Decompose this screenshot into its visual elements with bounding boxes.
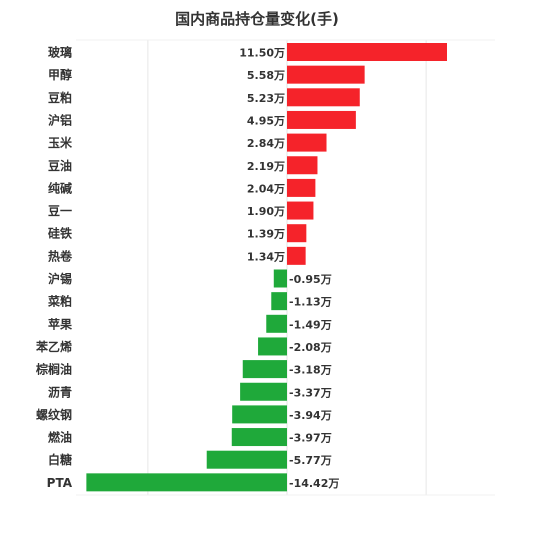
bar-13 <box>258 337 287 356</box>
bar-11 <box>271 292 287 311</box>
category-label-19: PTA <box>47 476 73 490</box>
category-label-5: 豆油 <box>48 158 72 173</box>
value-label-0: 11.50万 <box>239 47 285 60</box>
bar-14 <box>242 360 287 379</box>
category-label-15: 沥青 <box>48 384 72 399</box>
value-label-6: 2.04万 <box>247 182 285 195</box>
chart-title: 国内商品持仓量变化(手) <box>175 10 339 28</box>
value-label-16: -3.94万 <box>289 409 332 422</box>
category-label-11: 菜粕 <box>47 294 72 309</box>
value-label-5: 2.19万 <box>247 160 285 173</box>
category-label-7: 豆一 <box>48 204 72 218</box>
bar-15 <box>240 382 287 401</box>
category-label-1: 甲醇 <box>48 67 72 82</box>
category-label-4: 玉米 <box>48 135 73 150</box>
bar-3 <box>287 110 356 129</box>
category-label-6: 纯碱 <box>48 180 72 195</box>
bar-0 <box>287 43 447 61</box>
value-label-14: -3.18万 <box>289 364 332 377</box>
category-label-17: 燃油 <box>48 430 72 445</box>
bar-6 <box>287 178 316 197</box>
bar-4 <box>287 133 327 152</box>
value-label-17: -3.97万 <box>289 432 332 445</box>
value-label-7: 1.90万 <box>247 205 285 218</box>
value-label-8: 1.39万 <box>247 228 285 241</box>
value-labels: 11.50万 5.58万 5.23万 4.95万 2.84万 2.19万 2.04万 1.90… <box>239 47 339 490</box>
category-label-18: 白糖 <box>48 452 72 467</box>
category-label-3: 沪铝 <box>48 112 72 127</box>
category-label-2: 豆粕 <box>48 90 72 105</box>
bar-16 <box>232 405 287 424</box>
value-label-13: -2.08万 <box>289 341 332 354</box>
bar-9 <box>287 246 306 265</box>
category-label-0: 玻璃 <box>48 45 72 60</box>
category-label-9: 热卷 <box>48 248 73 263</box>
value-label-19: -14.42万 <box>289 477 339 490</box>
value-label-12: -1.49万 <box>289 318 332 331</box>
value-label-15: -3.37万 <box>289 386 332 399</box>
bar-17 <box>231 428 287 447</box>
bar-2 <box>287 88 360 107</box>
bar-18 <box>206 450 287 469</box>
value-label-9: 1.34万 <box>247 250 285 263</box>
category-label-13: 苯乙烯 <box>35 339 72 354</box>
category-label-8: 硅铁 <box>48 226 72 241</box>
grid-lines <box>76 39 495 496</box>
category-label-12: 苹果 <box>48 316 72 331</box>
category-label-10: 沪锡 <box>48 271 72 286</box>
value-label-4: 2.84万 <box>247 137 285 150</box>
bar-8 <box>287 224 307 243</box>
value-label-3: 4.95万 <box>247 114 285 127</box>
bar-19 <box>86 473 287 492</box>
value-label-2: 5.23万 <box>247 92 285 105</box>
bar-5 <box>287 156 318 175</box>
bar-1 <box>287 65 365 84</box>
value-label-10: -0.95万 <box>289 273 332 286</box>
bar-10 <box>273 269 287 288</box>
category-label-16: 螺纹钢 <box>36 407 72 422</box>
value-label-18: -5.77万 <box>289 454 332 467</box>
bar-7 <box>287 201 314 220</box>
category-labels: 玻璃甲醇豆粕沪铝玉米豆油纯碱豆一硅铁热卷沪锡菜粕苹果苯乙烯棕榈油沥青螺纹钢燃油白… <box>35 45 73 490</box>
bars-group <box>86 43 447 492</box>
category-label-14: 棕榈油 <box>35 362 72 377</box>
value-label-1: 5.58万 <box>247 69 285 82</box>
value-label-11: -1.13万 <box>289 296 332 309</box>
bar-12 <box>266 314 287 333</box>
